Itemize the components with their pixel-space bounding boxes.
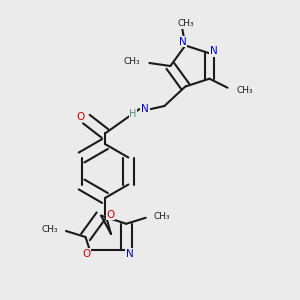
Text: N: N xyxy=(126,249,134,259)
Text: CH₃: CH₃ xyxy=(236,85,253,94)
Text: H: H xyxy=(129,110,136,119)
Text: O: O xyxy=(82,249,90,259)
Text: CH₃: CH₃ xyxy=(124,57,140,66)
Text: CH₃: CH₃ xyxy=(177,19,194,28)
Text: CH₃: CH₃ xyxy=(153,212,170,221)
Text: O: O xyxy=(106,209,115,220)
Text: N: N xyxy=(210,46,218,56)
Text: O: O xyxy=(77,112,85,122)
Text: N: N xyxy=(141,104,149,114)
Text: N: N xyxy=(179,37,187,47)
Text: CH₃: CH₃ xyxy=(42,225,58,234)
